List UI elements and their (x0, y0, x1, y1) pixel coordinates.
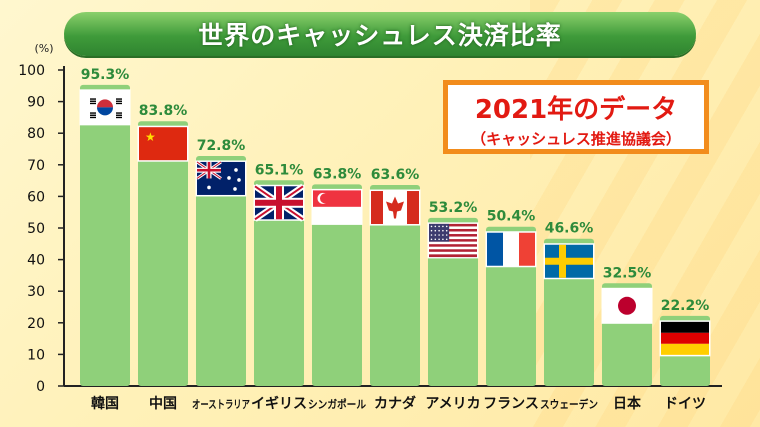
value-label: 72.8% (197, 138, 246, 154)
bar-group: ★ 83.8% 中国 (137, 103, 189, 412)
category-label: オーストラリア (192, 398, 250, 411)
bar-group: 95.3% 韓国 (79, 67, 131, 412)
bar-group: 65.1% イギリス (251, 162, 307, 412)
uk-flag (253, 183, 305, 222)
category-label: カナダ (374, 395, 416, 412)
y-tick-label: 90 (27, 95, 45, 111)
category-label: スウェーデン (540, 397, 598, 411)
badge-source-label: （キャッシュレス推進協議会） (471, 130, 681, 148)
germany-flag (659, 320, 711, 357)
category-label: シンガポール (308, 397, 366, 411)
usa-flag (427, 222, 479, 259)
category-label: ドイツ (664, 396, 706, 412)
australia-flag (195, 160, 247, 197)
china-flag: ★ (137, 125, 189, 162)
y-tick-label: 50 (27, 221, 45, 237)
bar-group: 46.6% スウェーデン (540, 221, 598, 411)
y-tick-label: 0 (36, 379, 45, 395)
y-tick-label: 60 (27, 189, 45, 205)
category-label: 中国 (149, 395, 177, 412)
badge-year-label: 2021年のデータ (474, 95, 678, 125)
value-label: 95.3% (81, 67, 130, 83)
value-label: 50.4% (487, 209, 536, 225)
canada-flag (369, 189, 421, 226)
value-label: 46.6% (545, 221, 594, 237)
bar-group: 22.2% ドイツ (659, 298, 711, 412)
category-label: 韓国 (91, 395, 119, 412)
value-label: 63.6% (371, 167, 420, 183)
bar-group: 72.8% オーストラリア (192, 138, 250, 411)
bar-group: 53.2% アメリカ (425, 200, 480, 412)
y-tick-label: 100 (18, 63, 45, 79)
value-label: 32.5% (603, 265, 652, 281)
y-axis-unit-label: (%) (34, 42, 53, 55)
bar-group: 32.5% 日本 (601, 265, 653, 412)
category-label: 日本 (613, 395, 642, 412)
svg-text:★: ★ (145, 130, 156, 144)
value-label: 83.8% (139, 103, 188, 119)
bar (370, 185, 420, 386)
bar (312, 184, 362, 386)
category-label: アメリカ (425, 396, 480, 412)
bar (196, 155, 246, 386)
y-tick-label: 40 (27, 253, 45, 269)
year-source-badge: 2021年のデータ （キャッシュレス推進協議会） (443, 80, 709, 154)
bar (428, 217, 478, 386)
y-tick-label: 20 (27, 316, 45, 332)
bar-group: 50.4% フランス (483, 209, 539, 412)
category-label: フランス (483, 396, 539, 412)
value-label: 65.1% (255, 162, 304, 178)
singapore-flag (311, 188, 363, 225)
sweden-flag (543, 243, 595, 280)
y-tick-label: 30 (27, 284, 45, 300)
category-label: イギリス (251, 395, 307, 412)
south-korea-flag (79, 89, 131, 126)
france-flag (485, 231, 537, 268)
title-banner: 世界のキャッシュレス決済比率 (64, 12, 696, 56)
y-tick-label: 70 (27, 158, 45, 174)
value-label: 63.8% (313, 166, 362, 182)
page-title: 世界のキャッシュレス決済比率 (198, 21, 562, 50)
bar-group: 63.6% カナダ (369, 167, 421, 412)
bar (254, 180, 304, 386)
bar (80, 84, 130, 387)
y-tick-label: 80 (27, 126, 45, 142)
japan-flag (601, 287, 653, 324)
value-label: 22.2% (661, 298, 710, 314)
bar-group: 63.8% シンガポール (308, 166, 366, 411)
bar (138, 121, 188, 386)
y-tick-label: 10 (27, 347, 45, 363)
value-label: 53.2% (429, 200, 478, 216)
